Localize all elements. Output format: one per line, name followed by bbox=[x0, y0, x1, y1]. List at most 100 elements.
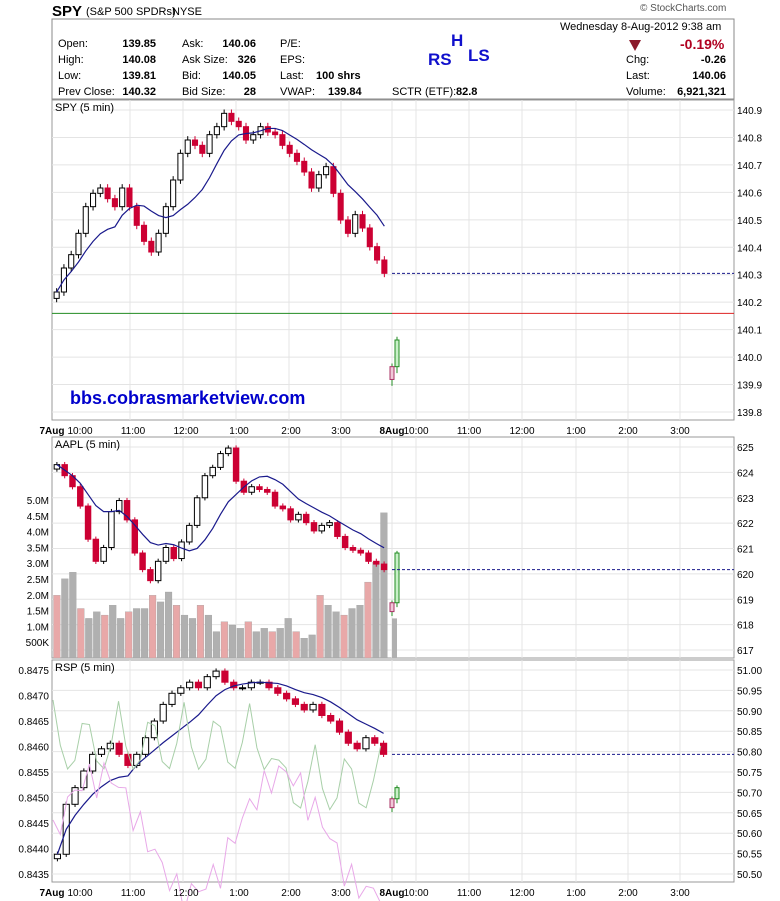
candle-body bbox=[71, 787, 79, 805]
candle-body bbox=[353, 742, 361, 750]
candle-body bbox=[274, 687, 282, 694]
sctr-label: SCTR (ETF): bbox=[392, 86, 457, 98]
y-tick-label: 140.2 bbox=[737, 298, 762, 309]
x-tick-label: 8Aug bbox=[380, 426, 405, 437]
y-tick-label: 50.85 bbox=[737, 727, 762, 738]
candle-body bbox=[256, 486, 263, 490]
x-tick-label: 2:00 bbox=[618, 426, 638, 437]
y-tick-label: 50.95 bbox=[737, 686, 762, 697]
volume-bar bbox=[125, 611, 133, 659]
x-tick-label: 1:00 bbox=[566, 426, 586, 437]
x-tick-label: 2:00 bbox=[618, 888, 638, 899]
candle-body bbox=[213, 126, 220, 136]
volume-value: 6,921,321 bbox=[677, 86, 726, 98]
volume-bar bbox=[165, 591, 173, 659]
candle-body bbox=[148, 240, 155, 253]
volume-tick-label: 3.0M bbox=[27, 559, 49, 570]
change-percent: -0.19% bbox=[680, 36, 725, 52]
candle-body bbox=[82, 206, 89, 234]
volume-bar bbox=[260, 628, 268, 659]
volume-bar bbox=[236, 628, 244, 659]
candle-body bbox=[286, 144, 293, 154]
bid-size-label: Bid Size: bbox=[182, 86, 226, 98]
last-shares-value: 100 shrs bbox=[316, 70, 361, 82]
low-value: 139.81 bbox=[122, 70, 156, 82]
volume-tick-label: 2.5M bbox=[27, 575, 49, 586]
x-tick-label: 12:00 bbox=[173, 888, 198, 899]
candle-body bbox=[344, 731, 352, 744]
candle-body bbox=[104, 187, 111, 200]
candle-body bbox=[221, 670, 229, 683]
eps-label: EPS: bbox=[280, 54, 306, 66]
x-tick-label: 11:00 bbox=[121, 426, 146, 437]
volume-tick-label: 1.5M bbox=[27, 607, 49, 618]
candle-body bbox=[97, 748, 106, 755]
volume-bar bbox=[204, 614, 212, 659]
today-candle-body bbox=[394, 552, 400, 604]
volume-bar bbox=[356, 605, 364, 659]
candle-body bbox=[126, 187, 133, 208]
volume-bar bbox=[284, 618, 292, 659]
y-tick-label: 623 bbox=[737, 494, 754, 505]
ask-label: Ask: bbox=[182, 38, 204, 50]
candle-body bbox=[381, 259, 388, 274]
volume-bar bbox=[141, 608, 149, 659]
candle-body bbox=[111, 198, 118, 208]
volume-bar bbox=[324, 605, 332, 659]
candle-body bbox=[323, 166, 330, 176]
candle-body bbox=[123, 500, 131, 521]
volume-label: Volume: bbox=[626, 86, 666, 98]
volume-bar bbox=[180, 614, 189, 659]
candle-body bbox=[272, 131, 279, 136]
volume-bar bbox=[109, 605, 117, 659]
candle-body bbox=[318, 524, 326, 532]
candle-body bbox=[318, 703, 326, 717]
candle-body bbox=[330, 166, 337, 194]
y-tick-label: 139.9 bbox=[737, 381, 762, 392]
y-tick-label: 140.4 bbox=[737, 243, 762, 254]
volume-tick-label: 5.0M bbox=[27, 496, 49, 507]
x-tick-label: 2:00 bbox=[281, 888, 301, 899]
left-y-tick-label: 0.8435 bbox=[18, 870, 49, 881]
candle-body bbox=[371, 737, 379, 744]
today-candle-body bbox=[389, 602, 395, 613]
candle-body bbox=[140, 224, 148, 242]
volume-bar bbox=[292, 631, 300, 659]
candle-body bbox=[283, 692, 291, 700]
candle-body bbox=[334, 522, 341, 537]
candle-body bbox=[373, 560, 380, 565]
prev-close-label: Prev Close: bbox=[58, 86, 115, 98]
left-y-tick-label: 0.8465 bbox=[18, 717, 49, 728]
x-tick-label: 7Aug bbox=[40, 888, 65, 899]
x-tick-label: 12:00 bbox=[509, 888, 534, 899]
y-tick-label: 50.80 bbox=[737, 748, 762, 759]
volume-tick-label: 1.0M bbox=[27, 622, 49, 633]
volume-bar bbox=[300, 638, 308, 659]
candle-body bbox=[380, 563, 388, 571]
candle-body bbox=[248, 486, 255, 493]
candle-body bbox=[279, 505, 287, 510]
symbol-name: (S&P 500 SPDRs) bbox=[86, 6, 176, 18]
x-tick-label: 11:00 bbox=[457, 426, 482, 437]
volume-bar bbox=[380, 512, 388, 659]
today-candle-body bbox=[389, 366, 395, 380]
candle-body bbox=[206, 134, 213, 154]
volume-bar bbox=[252, 631, 260, 659]
candle-body bbox=[279, 134, 286, 146]
volume-tick-label: 3.5M bbox=[27, 543, 49, 554]
candle-body bbox=[374, 246, 381, 261]
volume-bar bbox=[244, 621, 252, 659]
volume-tick-label: 2.0M bbox=[27, 591, 49, 602]
candle-body bbox=[90, 192, 97, 208]
candle-body bbox=[221, 112, 228, 128]
x-tick-label: 8Aug bbox=[380, 888, 405, 899]
candle-body bbox=[235, 120, 242, 128]
candle-body bbox=[131, 519, 139, 554]
candle-body bbox=[344, 219, 351, 234]
candle-body bbox=[194, 681, 203, 689]
candle-body bbox=[359, 214, 366, 229]
y-tick-label: 619 bbox=[737, 595, 754, 606]
x-tick-label: 11:00 bbox=[121, 888, 146, 899]
volume-bar bbox=[69, 572, 77, 659]
